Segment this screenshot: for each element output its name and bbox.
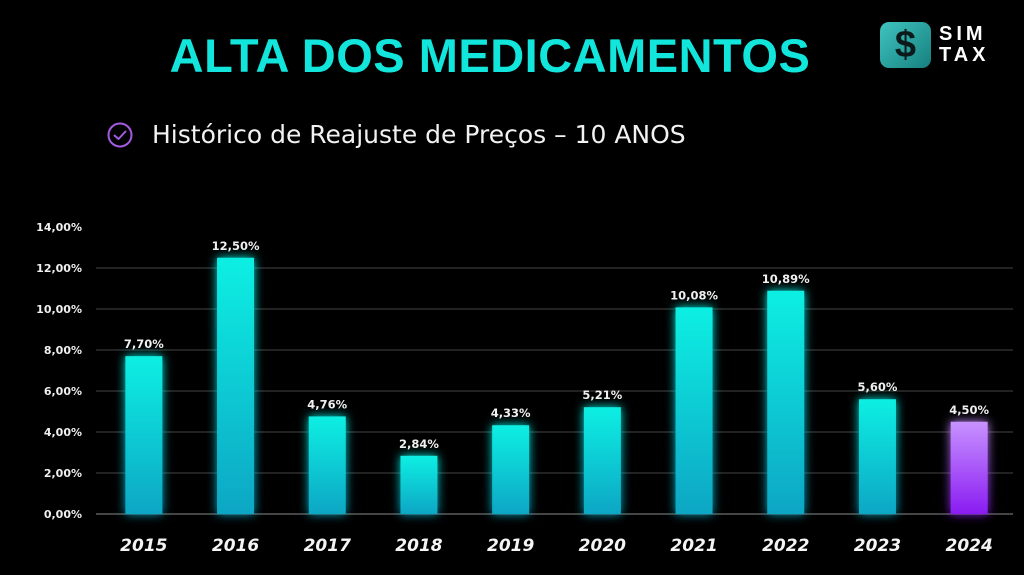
value-label-2017: 4,76% — [307, 397, 347, 411]
y-tick-label: 14,00% — [36, 221, 82, 234]
y-tick-label: 8,00% — [44, 344, 82, 357]
subtitle-text: Histórico de Reajuste de Preços – 10 ANO… — [152, 120, 686, 149]
bar-2024 — [950, 421, 988, 514]
x-tick-label: 2017 — [304, 536, 351, 556]
y-tick-label: 0,00% — [44, 508, 82, 521]
bar-2018 — [400, 455, 438, 514]
x-tick-label: 2016 — [212, 536, 259, 556]
bar-2023 — [858, 399, 896, 514]
chart-subtitle: Histórico de Reajuste de Preços – 10 ANO… — [107, 120, 686, 149]
value-label-2024: 4,50% — [949, 403, 989, 417]
value-label-2019: 4,33% — [491, 406, 531, 420]
y-tick-label: 4,00% — [44, 426, 82, 439]
value-label-2016: 12,50% — [212, 239, 260, 253]
value-label-2018: 2,84% — [399, 437, 439, 451]
logo-line-1: SIM — [939, 23, 987, 45]
y-tick-label: 6,00% — [44, 385, 82, 398]
x-tick-label: 2015 — [120, 536, 167, 556]
y-tick-label: 12,00% — [36, 262, 82, 275]
bar-2022 — [767, 290, 805, 514]
value-label-2023: 5,60% — [857, 380, 897, 394]
x-tick-label: 2021 — [670, 536, 717, 556]
dollar-icon: $ — [880, 22, 931, 68]
value-label-2020: 5,21% — [582, 388, 622, 402]
x-tick-label: 2023 — [854, 536, 901, 556]
chart-title: ALTA DOS MEDICAMENTOS — [169, 29, 811, 82]
x-tick-label: 2020 — [579, 536, 626, 556]
x-tick-label: 2022 — [762, 536, 809, 556]
y-tick-label: 10,00% — [36, 303, 82, 316]
value-labels: 7,70% 12,50% 4,76% 2,84% 4,33% 5,21% 10,08% 10,… — [124, 239, 990, 451]
value-label-2022: 10,89% — [762, 272, 810, 286]
logo-text: SIM TAX — [939, 24, 990, 66]
x-tick-label: 2024 — [945, 536, 992, 556]
check-circle-icon — [107, 122, 133, 147]
bar-2017 — [308, 416, 346, 514]
logo-line-2: TAX — [939, 44, 990, 66]
x-tick-label: 2019 — [487, 536, 534, 556]
y-tick-label: 2,00% — [44, 467, 82, 480]
bar-2021 — [675, 307, 713, 514]
simtax-logo: $ SIM TAX — [880, 22, 990, 68]
y-axis: 0,00% 2,00% 4,00% 6,00% 8,00% 10,00% 12,00% 14,… — [36, 221, 82, 521]
value-label-2015: 7,70% — [124, 337, 164, 351]
bar-2016 — [217, 257, 255, 514]
value-label-2021: 10,08% — [670, 288, 718, 302]
bar-2020 — [583, 407, 621, 514]
bar-2019 — [492, 425, 530, 514]
x-axis: 2015 2016 2017 2018 2019 2020 2021 2022 2023 2024 — [120, 536, 993, 556]
bar-2015 — [125, 356, 163, 514]
x-tick-label: 2018 — [395, 536, 442, 556]
bars — [125, 257, 988, 514]
